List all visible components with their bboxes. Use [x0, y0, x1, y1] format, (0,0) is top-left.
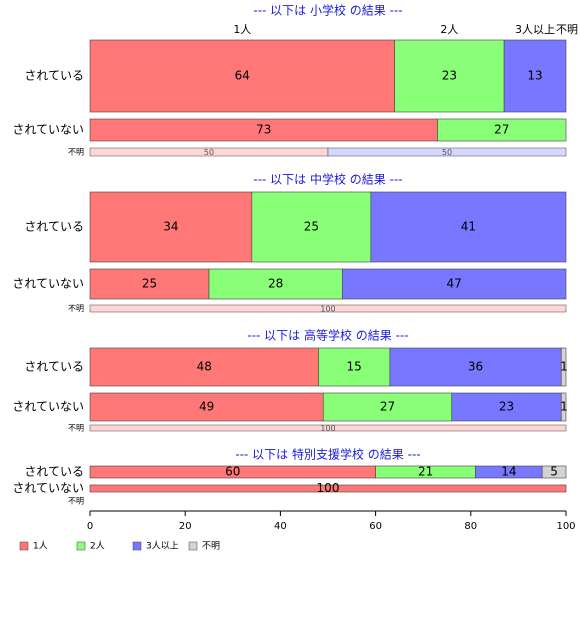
data-label: 5 — [550, 465, 558, 479]
data-label: 64 — [235, 69, 250, 83]
data-label: 25 — [142, 277, 157, 291]
data-label: 27 — [380, 400, 395, 414]
row-label: 不明 — [68, 304, 84, 313]
bar-segment — [437, 118, 567, 142]
data-label: 14 — [501, 465, 516, 479]
row-label: されていない — [12, 400, 84, 414]
bar-segment — [89, 191, 253, 263]
data-label: 27 — [494, 123, 509, 137]
bar-segment — [560, 347, 567, 387]
bar-segment — [327, 147, 567, 157]
bar-segment — [89, 304, 567, 313]
bar-segment — [208, 268, 343, 300]
data-label: 60 — [225, 465, 240, 479]
bar-segment — [370, 191, 567, 263]
row-label: されている — [24, 465, 84, 479]
x-tick-label: 100 — [556, 521, 575, 532]
x-tick-label: 20 — [179, 521, 192, 532]
row-label: されていない — [12, 123, 84, 137]
x-tick-label: 80 — [464, 521, 477, 532]
data-label: 21 — [418, 465, 433, 479]
bar-segment — [560, 392, 567, 422]
legend-label: 不明 — [202, 541, 220, 552]
x-tick-label: 60 — [369, 521, 382, 532]
legend-label: 1人 — [33, 541, 48, 552]
row-label: されていない — [12, 277, 84, 291]
bar-segment — [89, 424, 567, 432]
legend-swatch — [132, 541, 142, 551]
row-label: 不明 — [68, 148, 84, 157]
legend-swatch — [188, 541, 198, 551]
data-label: 100 — [317, 481, 340, 495]
category-label: 2人 — [440, 23, 458, 36]
bar-segment — [251, 191, 372, 263]
x-tick-label: 0 — [87, 521, 93, 532]
data-label: 23 — [499, 400, 514, 414]
bar-segment — [541, 465, 567, 479]
data-label: 100 — [320, 305, 335, 314]
data-label: 23 — [442, 69, 457, 83]
data-label: 48 — [197, 360, 212, 374]
legend-label: 3人以上 — [146, 541, 179, 552]
data-label: 34 — [163, 220, 178, 234]
data-label: 47 — [446, 277, 461, 291]
data-label: 1 — [560, 400, 568, 414]
data-label: 13 — [527, 69, 542, 83]
x-tick-label: 40 — [274, 521, 287, 532]
data-label: 100 — [320, 424, 335, 433]
data-label: 49 — [199, 400, 214, 414]
bar-segment — [389, 347, 562, 387]
row-label: されていない — [12, 481, 84, 495]
data-label: 36 — [468, 360, 483, 374]
row-label: されている — [24, 69, 84, 83]
data-label: 73 — [256, 123, 271, 137]
bar-segment — [89, 347, 319, 387]
group-title: --- 以下は 高等学校 の結果 --- — [247, 328, 408, 343]
legend-swatch — [76, 541, 86, 551]
category-label: 1人 — [233, 23, 251, 36]
category-label: 不明 — [556, 23, 578, 36]
data-label: 15 — [347, 360, 362, 374]
bar-segment — [503, 39, 567, 113]
row-label: 不明 — [68, 497, 84, 506]
bar-segment — [89, 484, 567, 493]
bar-segment — [89, 39, 395, 113]
legend-label: 2人 — [90, 541, 105, 552]
data-label: 41 — [461, 220, 476, 234]
row-label: 不明 — [68, 424, 84, 433]
bar-segment — [341, 268, 567, 300]
data-label: 50 — [442, 148, 452, 157]
group-title: --- 以下は 特別支援学校 の結果 --- — [235, 447, 420, 462]
data-label: 25 — [304, 220, 319, 234]
group-title: --- 以下は 小学校 の結果 --- — [253, 3, 402, 18]
row-label: されている — [24, 220, 84, 234]
bar-segment — [318, 347, 391, 387]
row-label: されている — [24, 360, 84, 374]
group-title: --- 以下は 中学校 の結果 --- — [253, 172, 402, 187]
data-label: 1 — [560, 360, 568, 374]
data-label: 50 — [204, 148, 214, 157]
legend-swatch — [19, 541, 29, 551]
data-label: 28 — [268, 277, 283, 291]
bar-segment — [394, 39, 505, 113]
category-label: 3人以上 — [515, 23, 555, 36]
